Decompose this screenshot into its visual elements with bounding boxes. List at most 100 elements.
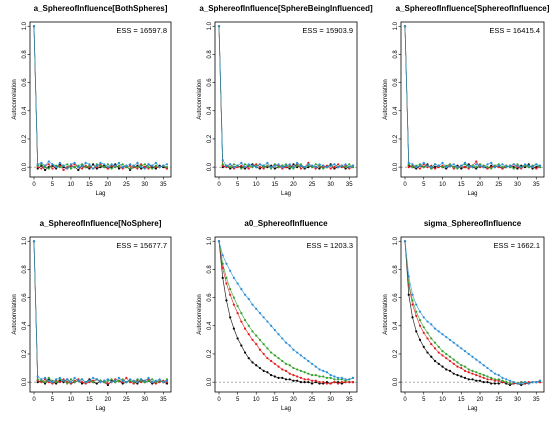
data-point bbox=[426, 331, 429, 334]
data-point bbox=[240, 311, 243, 315]
data-point bbox=[114, 379, 117, 382]
data-point bbox=[299, 369, 302, 372]
data-point bbox=[318, 167, 321, 170]
data-point bbox=[351, 381, 355, 384]
data-point bbox=[147, 163, 150, 166]
x-tick-label: 15 bbox=[271, 182, 278, 188]
data-point bbox=[125, 376, 128, 380]
data-point bbox=[490, 382, 493, 385]
x-tick-label: 5 bbox=[51, 182, 55, 188]
data-point bbox=[258, 348, 262, 351]
data-point bbox=[229, 316, 232, 319]
data-point bbox=[273, 362, 276, 365]
data-point bbox=[92, 376, 95, 380]
data-point bbox=[463, 166, 467, 169]
data-point bbox=[512, 167, 515, 170]
data-point bbox=[348, 166, 351, 169]
panel-title: a_SphereofInfluence[SphereofInfluence] bbox=[396, 4, 550, 13]
data-point bbox=[441, 350, 444, 353]
data-point bbox=[531, 381, 534, 384]
data-point bbox=[270, 166, 273, 169]
data-point bbox=[47, 160, 50, 163]
data-point bbox=[36, 163, 39, 166]
x-tick-label: 35 bbox=[346, 182, 353, 188]
data-point bbox=[158, 166, 161, 169]
series-line bbox=[33, 241, 168, 383]
data-point bbox=[310, 362, 314, 365]
data-point bbox=[497, 378, 500, 381]
data-point bbox=[407, 282, 410, 285]
data-point bbox=[43, 376, 47, 380]
data-point bbox=[284, 369, 288, 372]
data-point bbox=[55, 381, 58, 384]
data-point bbox=[463, 365, 467, 368]
data-point bbox=[66, 167, 69, 170]
data-point bbox=[80, 378, 84, 381]
data-point bbox=[255, 334, 258, 337]
data-point bbox=[452, 358, 455, 361]
data-point bbox=[430, 355, 433, 358]
series-1 bbox=[217, 25, 355, 170]
data-point bbox=[165, 379, 169, 382]
data-point bbox=[475, 160, 478, 163]
data-point bbox=[217, 240, 221, 243]
data-point bbox=[344, 166, 347, 169]
y-axis-label: Autocorrelation bbox=[197, 294, 203, 334]
y-tick-label: 0.2 bbox=[22, 134, 28, 143]
chart-panel-1: a_SphereofInfluence[BothSpheres] ESS = 16… bbox=[12, 4, 172, 197]
data-point bbox=[236, 304, 239, 308]
data-point bbox=[292, 366, 295, 370]
series-2 bbox=[32, 240, 169, 385]
data-point bbox=[95, 378, 98, 381]
data-point bbox=[486, 366, 489, 370]
data-point bbox=[240, 288, 243, 291]
data-point bbox=[32, 25, 36, 28]
data-point bbox=[110, 163, 113, 166]
data-point bbox=[243, 293, 247, 296]
plot-frame bbox=[29, 236, 172, 393]
data-point bbox=[225, 164, 228, 167]
data-point bbox=[531, 166, 534, 169]
data-point bbox=[296, 379, 299, 382]
panel-title: a_SphereofInfluence[BothSpheres] bbox=[34, 4, 168, 13]
data-point bbox=[236, 164, 239, 167]
data-point bbox=[471, 372, 474, 375]
y-tick-label: 0.2 bbox=[207, 134, 213, 143]
data-point bbox=[151, 381, 154, 384]
data-point bbox=[121, 166, 124, 169]
data-point bbox=[482, 373, 485, 377]
series-4 bbox=[32, 240, 169, 384]
data-point bbox=[236, 282, 239, 285]
data-point bbox=[103, 166, 106, 169]
data-point bbox=[411, 163, 414, 166]
data-point bbox=[475, 358, 478, 361]
data-point bbox=[270, 324, 273, 327]
x-tick-label: 5 bbox=[236, 182, 240, 188]
data-point bbox=[132, 164, 135, 167]
data-point bbox=[62, 168, 65, 172]
data-point bbox=[266, 371, 269, 374]
data-point bbox=[418, 319, 422, 322]
data-point bbox=[147, 379, 150, 382]
data-point bbox=[136, 378, 139, 381]
data-point bbox=[132, 379, 135, 382]
data-point bbox=[221, 254, 224, 257]
data-point bbox=[270, 359, 273, 363]
data-point bbox=[493, 378, 497, 381]
y-tick-label: 1.0 bbox=[207, 21, 213, 30]
series-3 bbox=[32, 25, 169, 170]
data-point bbox=[288, 378, 291, 381]
data-point bbox=[36, 375, 39, 378]
data-point bbox=[262, 316, 265, 319]
data-point bbox=[292, 348, 295, 351]
data-point bbox=[270, 373, 273, 377]
data-point bbox=[110, 167, 113, 170]
data-point bbox=[262, 352, 265, 356]
data-point bbox=[486, 378, 489, 381]
data-point bbox=[221, 262, 224, 265]
y-tick-label: 0.6 bbox=[22, 293, 28, 302]
data-point bbox=[232, 276, 235, 279]
data-point bbox=[501, 376, 504, 380]
data-point bbox=[441, 166, 444, 169]
data-point bbox=[344, 163, 347, 166]
